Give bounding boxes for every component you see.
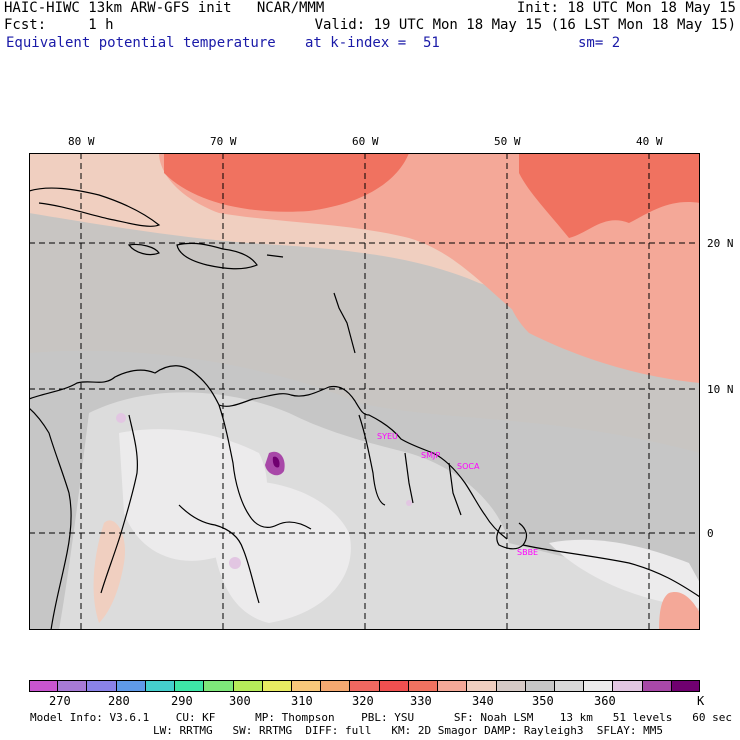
lilac-spot-1: [116, 413, 126, 423]
colorbar-swatch: [584, 680, 614, 692]
colorbar-swatch: [29, 680, 59, 692]
colorbar-swatch: [291, 680, 322, 692]
init-time: Init: 18 UTC Mon 18 May 15: [516, 0, 736, 16]
colorbar-tick-320: 320: [352, 694, 374, 708]
colorbar-swatch: [613, 680, 643, 692]
model-title: HAIC-HIWC 13km ARW-GFS init NCAR/MMM: [4, 0, 325, 16]
colorbar-tick-330: 330: [410, 694, 432, 708]
colorbar-swatch: [204, 680, 234, 692]
colorbar-swatch: [116, 680, 146, 692]
vertical-level: at k-index = 51: [305, 35, 440, 51]
colorbar-swatch: [554, 680, 585, 692]
site-label-syeu: SYEU: [377, 432, 398, 441]
white-patch-2: [209, 480, 351, 623]
colorbar-swatch: [262, 680, 292, 692]
purple-core: [272, 456, 280, 468]
lat-label-0: 0: [707, 527, 714, 540]
colorbar-swatch: [321, 680, 351, 692]
model-info-line2: LW: RRTMG SW: RRTMG DIFF: full KM: 2D Sm…: [153, 724, 663, 737]
colorbar-swatch: [58, 680, 88, 692]
lon-label-80w: 80 W: [68, 135, 95, 148]
lat-label-10n: 10 N: [707, 383, 734, 396]
lat-label-20n: 20 N: [707, 237, 734, 250]
lilac-spot-3: [406, 500, 412, 506]
colorbar-swatch: [379, 680, 409, 692]
colorbar-tick-280: 280: [108, 694, 130, 708]
colorbar-swatch: [525, 680, 555, 692]
site-label-smjp: SMJP: [421, 451, 440, 460]
colorbar-tick-300: 300: [229, 694, 251, 708]
colorbar-swatch: [642, 680, 672, 692]
colorbar-tick-290: 290: [171, 694, 193, 708]
site-label-soca: SOCA: [457, 462, 480, 471]
smoothing-value: sm= 2: [578, 35, 621, 51]
colorbar-tick-360: 360: [594, 694, 616, 708]
red-zone-east: [519, 153, 700, 238]
lon-label-70w: 70 W: [210, 135, 237, 148]
colorbar-swatch: [408, 680, 439, 692]
colorbar-swatch: [496, 680, 526, 692]
lon-label-50w: 50 W: [494, 135, 521, 148]
site-label-sbbe: SBBE: [517, 548, 538, 557]
model-info-line1: Model Info: V3.6.1 CU: KF MP: Thompson P…: [30, 711, 732, 724]
forecast-hour: Fcst: 1 h: [4, 17, 114, 33]
colorbar-swatch: [350, 680, 380, 692]
coastlines: [29, 187, 700, 630]
colorbar-swatch: [233, 680, 263, 692]
colorbar-tick-350: 350: [532, 694, 554, 708]
salmon-patch: [503, 223, 700, 383]
lilac-spot-2: [229, 557, 241, 569]
salmon-patch-se: [659, 592, 700, 630]
colorbar-tick-270: 270: [49, 694, 71, 708]
valid-time: Valid: 19 UTC Mon 18 May 15 (16 LST Mon …: [314, 17, 736, 33]
field-name: Equivalent potential temperature: [6, 35, 276, 51]
colorbar-tick-310: 310: [291, 694, 313, 708]
lon-label-60w: 60 W: [352, 135, 379, 148]
colorbar-unit: K: [697, 694, 705, 708]
lon-label-40w: 40 W: [636, 135, 663, 148]
colorbar-swatch: [175, 680, 205, 692]
colorbar-swatch: [87, 680, 117, 692]
colorbar-swatch: [145, 680, 176, 692]
colorbar-swatch: [467, 680, 497, 692]
theta-e-map: SYEU SMJP SOCA SBBE: [29, 153, 700, 630]
colorbar-swatch: [438, 680, 468, 692]
graticule: [29, 153, 700, 630]
colorbar-swatch: [671, 680, 701, 692]
colorbar-tick-340: 340: [472, 694, 494, 708]
map-frame: [29, 153, 700, 630]
red-zone-west: [164, 153, 409, 212]
white-patch-3: [549, 539, 700, 608]
colorbar: [29, 680, 701, 692]
